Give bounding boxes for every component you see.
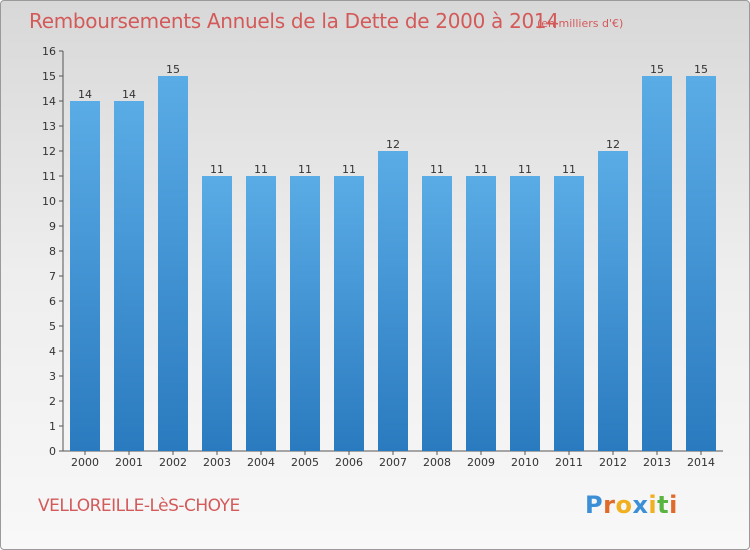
- data-label-2008: 11: [430, 163, 444, 176]
- y-tick-label: 15: [42, 70, 56, 83]
- bar-2012[interactable]: [598, 151, 628, 451]
- data-label-2001: 14: [122, 88, 136, 101]
- data-label-2014: 15: [694, 63, 708, 76]
- proxiti-logo[interactable]: Proxiti: [585, 491, 678, 519]
- bar-2014[interactable]: [686, 76, 716, 451]
- y-tick-label: 14: [42, 95, 56, 108]
- y-tick-label: 7: [49, 270, 56, 283]
- logo-letter: t: [657, 491, 670, 519]
- data-label-2009: 11: [474, 163, 488, 176]
- data-label-2010: 11: [518, 163, 532, 176]
- x-tick-label-2003: 2003: [203, 456, 231, 469]
- bar-2006[interactable]: [334, 176, 364, 451]
- bar-2007[interactable]: [378, 151, 408, 451]
- x-tick-label-2013: 2013: [643, 456, 671, 469]
- bar-2009[interactable]: [466, 176, 496, 451]
- y-tick-label: 4: [49, 345, 56, 358]
- y-tick-label: 0: [49, 445, 56, 458]
- data-label-2005: 11: [298, 163, 312, 176]
- y-tick-label: 11: [42, 170, 56, 183]
- logo-letter: r: [603, 491, 616, 519]
- data-label-2000: 14: [78, 88, 92, 101]
- data-label-2004: 11: [254, 163, 268, 176]
- data-label-2012: 12: [606, 138, 620, 151]
- y-tick-label: 9: [49, 220, 56, 233]
- logo-letter: x: [632, 491, 649, 519]
- x-tick-label-2014: 2014: [687, 456, 715, 469]
- bar-2008[interactable]: [422, 176, 452, 451]
- chart-labels: 14 14 15 11 11 11 11 12 11 11 11 11 12 15 15: [78, 63, 708, 176]
- data-label-2002: 15: [166, 63, 180, 76]
- bar-2013[interactable]: [642, 76, 672, 451]
- bar-2011[interactable]: [554, 176, 584, 451]
- y-tick-label: 10: [42, 195, 56, 208]
- logo-letter: i: [648, 491, 658, 519]
- y-tick-label: 8: [49, 245, 56, 258]
- bar-2000[interactable]: [70, 101, 100, 451]
- data-label-2013: 15: [650, 63, 664, 76]
- y-tick-label: 1: [49, 420, 56, 433]
- data-label-2006: 11: [342, 163, 356, 176]
- bar-2002[interactable]: [158, 76, 188, 451]
- data-label-2007: 12: [386, 138, 400, 151]
- bar-2010[interactable]: [510, 176, 540, 451]
- x-tick-label-2002: 2002: [159, 456, 187, 469]
- x-tick-label-2007: 2007: [379, 456, 407, 469]
- town-name: VELLOREILLE-LèS-CHOYE: [38, 496, 240, 516]
- y-tick-label: 16: [42, 45, 56, 58]
- data-label-2011: 11: [562, 163, 576, 176]
- x-tick-label-2009: 2009: [467, 456, 495, 469]
- x-tick-label-2010: 2010: [511, 456, 539, 469]
- x-tick-label-2011: 2011: [555, 456, 583, 469]
- bar-2001[interactable]: [114, 101, 144, 451]
- chart-title: Remboursements Annuels de la Dette de 20…: [29, 9, 559, 33]
- bar-2003[interactable]: [202, 176, 232, 451]
- y-tick-label: 3: [49, 370, 56, 383]
- x-tick-label-2001: 2001: [115, 456, 143, 469]
- x-tick-label-2012: 2012: [599, 456, 627, 469]
- bar-2005[interactable]: [290, 176, 320, 451]
- x-tick-label-2006: 2006: [335, 456, 363, 469]
- y-tick-label: 2: [49, 395, 56, 408]
- logo-letter: i: [669, 491, 678, 519]
- logo-letter: P: [585, 491, 604, 519]
- chart-bars: [70, 76, 716, 451]
- x-tick-label-2008: 2008: [423, 456, 451, 469]
- y-tick-label: 12: [42, 145, 56, 158]
- logo-letter: o: [615, 491, 633, 519]
- y-tick-label: 6: [49, 295, 56, 308]
- y-tick-label: 5: [49, 320, 56, 333]
- x-tick-label-2004: 2004: [247, 456, 275, 469]
- chart-subtitle: (en milliers d'€): [537, 17, 624, 30]
- y-tick-label: 13: [42, 120, 56, 133]
- x-tick-label-2005: 2005: [291, 456, 319, 469]
- data-label-2003: 11: [210, 163, 224, 176]
- x-tick-label-2000: 2000: [71, 456, 99, 469]
- bar-2004[interactable]: [246, 176, 276, 451]
